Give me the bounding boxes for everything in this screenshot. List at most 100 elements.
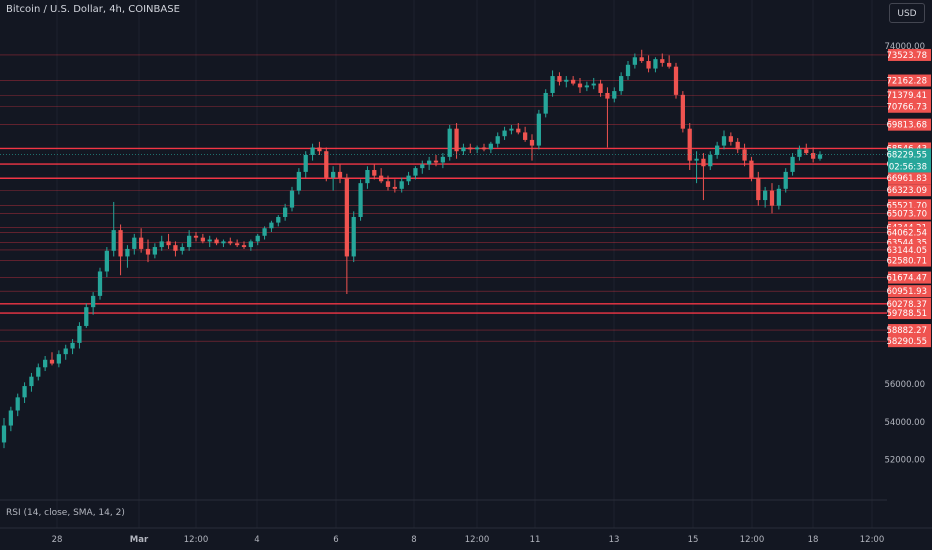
candle-body [344, 177, 349, 257]
candle-body [310, 147, 315, 155]
candle-body [557, 76, 562, 82]
currency-button[interactable]: USD [889, 3, 925, 23]
candle-body [49, 359, 55, 364]
candle-body [612, 91, 617, 99]
rsi-indicator-label[interactable]: RSI (14, close, SMA, 14, 2) [6, 508, 125, 518]
candle-body [365, 170, 370, 184]
price-tick-label: 54000.00 [884, 418, 925, 428]
candle-body [406, 175, 411, 182]
candle-body [1, 425, 7, 443]
candle-body [43, 359, 48, 368]
level-price-tag: 69813.68 [886, 118, 931, 131]
candle-body [468, 147, 473, 150]
candle-body [193, 235, 199, 238]
candle-body [132, 237, 137, 249]
level-tag-bg [888, 285, 931, 298]
time-tick-label: 15 [688, 535, 699, 545]
level-tag-label: 61674.47 [886, 274, 927, 284]
candle-body [385, 181, 391, 187]
candle-body [687, 128, 692, 161]
candle-body [207, 239, 212, 242]
candle-body [139, 237, 144, 249]
level-tag-bg [888, 307, 931, 320]
candle-body [763, 190, 768, 201]
candle-body [605, 92, 610, 99]
candle-body [84, 307, 89, 326]
level-tag-bg [888, 89, 931, 102]
level-tag-label: 60951.93 [886, 287, 927, 297]
candle-body [125, 248, 130, 257]
candle-body [440, 156, 445, 163]
candle-body [790, 156, 795, 172]
candle-body [694, 158, 699, 161]
candle-body [495, 136, 500, 144]
candle-body [475, 147, 480, 150]
level-price-tag: 66961.83 [886, 172, 931, 185]
level-tag-label: 66961.83 [886, 174, 927, 184]
candle-body [214, 239, 219, 244]
candle-body [70, 342, 75, 349]
candle-body [152, 247, 157, 255]
candle-body [433, 160, 439, 163]
level-tag-bg [888, 271, 931, 284]
level-tag-label: 73523.78 [886, 51, 927, 61]
candle-body [783, 171, 788, 189]
candle-body [701, 158, 706, 167]
candle-body [715, 145, 720, 155]
candle-body [591, 83, 596, 86]
candle-body [296, 171, 301, 191]
candle-body [56, 354, 61, 364]
time-tick-label: 12:00 [465, 535, 490, 545]
candle-body [221, 241, 226, 244]
time-tick-label: 12:00 [860, 535, 885, 545]
candle-body [303, 154, 308, 172]
candle-body [481, 147, 487, 150]
candle-body [241, 245, 247, 248]
candle-body [200, 237, 205, 242]
level-tag-label: 58290.55 [886, 337, 927, 347]
price-axis: 74000.00 56000.00 54000.00 52000.00 [884, 42, 925, 465]
candle-body [708, 154, 713, 167]
level-tag-bg [888, 74, 931, 87]
time-tick-label: 6 [333, 535, 338, 545]
level-price-tag: 59788.51 [886, 307, 931, 320]
current-price-bg [888, 148, 931, 173]
level-price-tag: 60951.93 [886, 285, 931, 298]
candle-body [509, 128, 514, 131]
candle-body [516, 128, 521, 133]
candle-body [646, 61, 651, 69]
candle-body [248, 241, 253, 248]
level-tag-label: 59788.51 [886, 309, 927, 319]
candle-body [598, 83, 603, 93]
level-price-tag: 60278.37 [886, 297, 931, 310]
candle-body [269, 222, 274, 229]
level-tag-label: 66323.09 [886, 186, 927, 196]
candle-body [36, 367, 41, 377]
chart-title: Bitcoin / U.S. Dollar, 4h, COINBASE [6, 4, 180, 15]
time-tick-label: 4 [254, 535, 259, 545]
candle-body [817, 154, 823, 159]
candle-body [523, 132, 528, 140]
level-price-tag: 72162.28 [886, 74, 931, 87]
level-tag-label: 71379.41 [886, 91, 927, 101]
candle-body [502, 130, 507, 137]
level-price-tag: 73523.78 [886, 48, 931, 61]
candle-body [255, 235, 260, 242]
candle-body [413, 168, 418, 176]
candle-body [447, 128, 452, 157]
level-tag-bg [888, 324, 931, 337]
candle-body [680, 94, 685, 129]
candle-body [756, 177, 761, 201]
time-tick-label: 28 [52, 535, 63, 545]
level-tag-bg [888, 100, 931, 113]
level-price-tag: 71379.41 [886, 89, 931, 102]
time-tick-label: 8 [411, 535, 416, 545]
candle-body [543, 92, 548, 114]
level-price-tag: 58290.55 [886, 335, 931, 348]
candle-body [228, 241, 233, 244]
candle-body [776, 188, 781, 206]
candle-body [180, 247, 185, 251]
level-tag-bg [888, 118, 931, 131]
